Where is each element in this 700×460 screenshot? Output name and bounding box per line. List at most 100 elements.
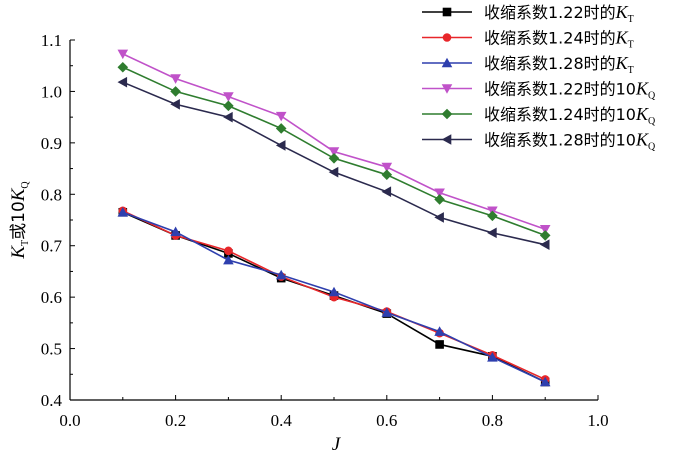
legend-subscript: T [628,40,634,51]
legend-prefix: 收缩系数1.24时的10 [484,105,636,124]
data-point [117,76,128,88]
x-tick-label: 0.2 [165,411,186,430]
axes: 0.0 0.2 0.4 0.6 0.8 1.0 0.4 0.5 0.6 0.7 0.8 0.9 1.0 1… [41,31,609,430]
y-label-middle: 或10 [9,201,29,240]
series-5 [117,61,551,241]
x-tick-label: 0.4 [271,411,293,430]
y-tick-label: 1.0 [41,82,62,101]
data-point [441,134,452,145]
y-tick-label: 1.1 [41,31,62,50]
legend-subscript: T [628,14,634,25]
legend-label: 收缩系数1.24时的10KQ [484,104,656,127]
legend-entry: 收缩系数1.28时的10KQ [422,130,656,153]
data-point [381,169,393,181]
data-point [539,230,551,241]
x-tick-label: 0.8 [482,411,503,430]
data-point [487,210,498,222]
legend-symbol: K [635,130,649,150]
legend-label: 收缩系数1.28时的KT [484,53,634,76]
x-tick-label: 0.0 [59,411,80,430]
data-point [434,188,445,199]
data-point [381,307,393,317]
data-point [117,49,129,60]
data-point [223,111,233,123]
legend-entry: 收缩系数1.22时的KT [422,2,634,25]
data-point [539,224,551,235]
data-point [434,326,445,336]
series-3 [117,206,551,387]
data-point [170,98,180,110]
data-point [539,376,551,387]
legend-subscript: Q [648,142,656,153]
data-point [224,246,233,256]
data-point [441,84,453,94]
y-axis-label: KT或10KQ [8,181,31,260]
legend: 收缩系数1.22时的KT收缩系数1.24时的KT收缩系数1.28时的KT收缩系数… [422,2,656,153]
legend-prefix: 收缩系数1.22时的10 [484,80,636,99]
data-point [223,254,234,265]
data-point [381,162,393,173]
y-label-symbol: K [8,187,29,202]
x-axis-label: J [332,434,342,455]
series-line [122,53,546,231]
y-tick-label: 0.5 [41,340,62,359]
data-point [170,86,181,97]
data-point [328,286,340,297]
data-point [442,7,452,17]
data-point [223,92,234,102]
data-point [434,212,444,223]
series-4 [117,49,551,235]
data-point [328,147,340,157]
data-point [275,111,287,122]
y-label-symbol: K [8,245,29,260]
data-point [441,108,453,120]
legend-prefix: 收缩系数1.28时的 [484,54,616,73]
series-6 [117,76,550,250]
legend-subscript: T [628,65,634,76]
data-point [275,140,286,151]
data-point [223,100,234,112]
data-point [441,57,453,68]
y-label-subscript: T [20,240,31,246]
data-point [328,166,339,178]
legend-subscript: Q [648,91,656,102]
legend-subscript: Q [648,116,656,127]
data-point [328,152,340,164]
legend-prefix: 收缩系数1.24时的 [484,29,616,48]
legend-entry: 收缩系数1.22时的10KQ [422,79,656,102]
series-layer [117,49,551,387]
legend-label: 收缩系数1.24时的KT [484,28,634,51]
data-point [170,74,181,84]
data-point [170,226,181,237]
y-tick-label: 0.9 [41,134,62,153]
x-tick-label: 0.6 [376,411,397,430]
data-point [442,33,452,42]
data-point [381,186,392,198]
y-tick-label: 0.4 [41,391,63,410]
data-point [117,61,129,73]
data-point [487,352,498,362]
data-point [435,340,444,349]
data-point [275,269,287,280]
legend-symbol: K [635,104,649,124]
data-point [117,206,129,217]
y-tick-label: 0.8 [41,185,62,204]
legend-prefix: 收缩系数1.22时的 [484,3,616,22]
legend-label: 收缩系数1.22时的10KQ [484,79,656,102]
data-point [539,239,550,250]
legend-label: 收缩系数1.22时的KT [484,2,634,25]
y-tick-label: 0.6 [41,288,62,307]
legend-prefix: 收缩系数1.28时的10 [484,131,636,150]
data-point [275,123,287,134]
y-label-subscript: Q [20,181,31,189]
legend-symbol: K [635,79,649,99]
legend-entry: 收缩系数1.24时的10KQ [422,104,656,127]
legend-symbol: K [615,2,629,22]
data-point [487,227,497,239]
legend-entry: 收缩系数1.28时的KT [422,53,634,76]
y-tick-label: 0.7 [41,237,63,256]
legend-symbol: K [615,53,629,73]
legend-entry: 收缩系数1.24时的KT [422,28,634,51]
